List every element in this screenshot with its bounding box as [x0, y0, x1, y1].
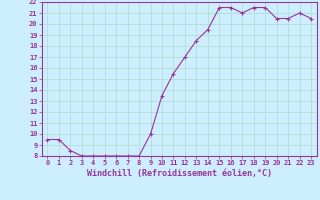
X-axis label: Windchill (Refroidissement éolien,°C): Windchill (Refroidissement éolien,°C) [87, 169, 272, 178]
